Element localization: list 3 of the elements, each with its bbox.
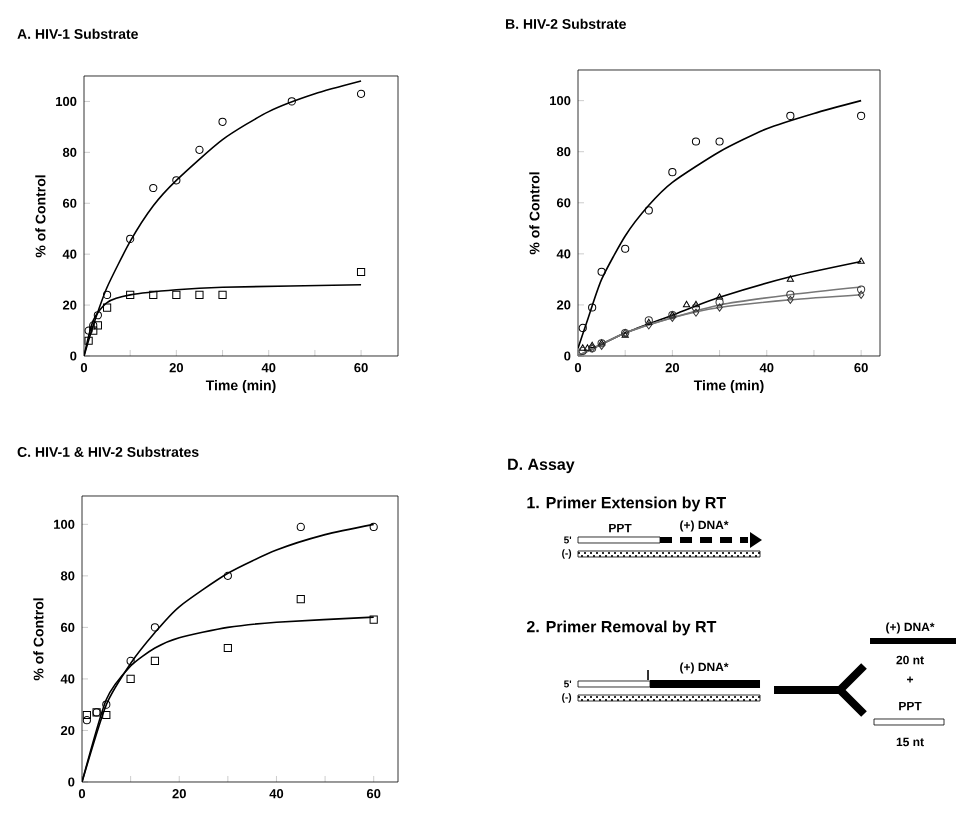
text: D. Assay [508,458,575,474]
text: 2. Primer Removal by RT [526,620,717,636]
text: 1. Primer Extension by RT [527,496,726,512]
